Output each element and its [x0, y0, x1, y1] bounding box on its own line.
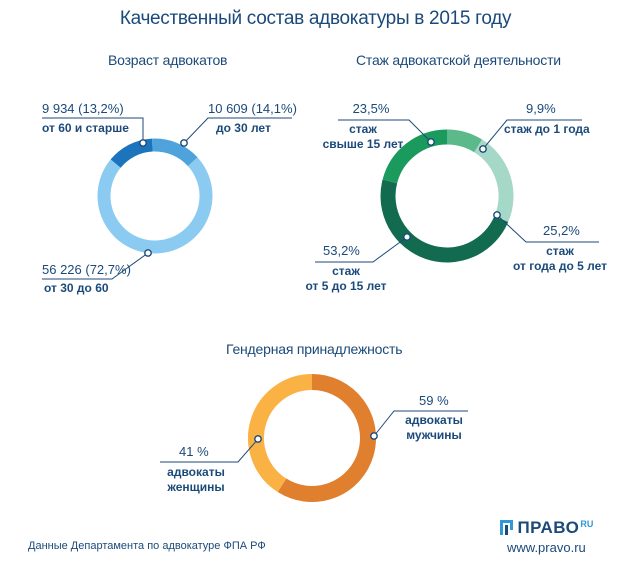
leader-age-under-30 — [183, 117, 292, 144]
label-exp-under-1-value: 9,9% — [526, 101, 556, 116]
age-chart-title: Возраст адвокатов — [108, 52, 228, 68]
label-men-category: адвокаты мужчины — [405, 413, 463, 442]
label-exp-5-15-category: стаж от 5 до 15 лет — [305, 264, 387, 293]
dot-age-under-30 — [180, 139, 188, 147]
slice-exp-15-plus — [382, 129, 448, 184]
experience-chart-title: Стаж адвокатской деятельности — [356, 52, 561, 68]
leader-dots — [139, 138, 501, 443]
label-women-value: 41 % — [179, 444, 209, 459]
leader-women — [160, 438, 259, 463]
gender-donut — [248, 374, 376, 502]
leader-age-30-60 — [42, 252, 149, 280]
leader-men — [373, 410, 468, 437]
leader-exp-5-15 — [315, 236, 408, 263]
label-exp-1-5-category: стаж от года до 5 лет — [512, 244, 608, 273]
label-exp-15-plus-category: стаж свыше 15 лет — [322, 122, 404, 151]
slice-exp-5-15 — [380, 179, 509, 263]
age-donut — [97, 138, 213, 254]
source-note: Данные Департамента по адвокатуре ФПА РФ — [28, 540, 266, 552]
dot-age-60-plus — [139, 139, 147, 147]
slice-women — [248, 374, 313, 493]
slice-exp-under-1 — [446, 129, 483, 153]
gender-chart-title: Гендерная принадлежность — [226, 341, 403, 357]
slice-age-30-60 — [97, 157, 213, 254]
slice-age-under-30 — [151, 138, 198, 167]
label-age-30-60-category: от 30 до 60 — [44, 281, 109, 295]
dot-exp-5-15 — [403, 233, 411, 241]
leader-exp-1-5 — [496, 214, 599, 243]
dot-exp-under-1 — [479, 145, 487, 153]
dot-exp-1-5 — [493, 211, 501, 219]
pravo-logo-word: ПРАВО — [517, 518, 580, 537]
label-exp-1-5-value: 25,2% — [543, 223, 580, 238]
dot-women — [254, 435, 262, 443]
dot-age-30-60 — [144, 249, 152, 257]
pravo-logo-ru: RU — [580, 518, 594, 529]
label-exp-15-plus-value: 23,5% — [352, 101, 390, 116]
pravo-url-link[interactable]: www.pravo.ru — [507, 540, 586, 555]
leader-exp-15-plus — [338, 119, 432, 143]
label-age-under-30-value: 10 609 (14,1%) — [208, 101, 297, 116]
label-exp-5-15-value: 53,2% — [323, 243, 360, 258]
dot-exp-15-plus — [427, 138, 435, 146]
slice-exp-1-5 — [473, 139, 514, 223]
label-exp-under-1-category: стаж до 1 года — [504, 122, 590, 136]
experience-donut — [380, 129, 514, 263]
label-women-category: адвокаты женщины — [167, 465, 225, 494]
label-age-60-plus-value: 9 934 (13,2%) — [42, 101, 124, 116]
leader-age-60-plus — [42, 117, 144, 143]
leader-exp-under-1 — [482, 119, 582, 150]
slice-age-60-plus — [110, 138, 153, 168]
label-age-60-plus-category: от 60 и старше — [42, 121, 129, 135]
pravo-logo: ПРАВОRU — [500, 518, 593, 538]
label-age-30-60-value: 56 226 (72,7%) — [42, 262, 131, 277]
dot-men — [370, 432, 378, 440]
slice-men — [277, 374, 376, 502]
pravo-logo-icon — [500, 520, 513, 535]
label-age-under-30-category: до 30 лет — [216, 121, 271, 135]
label-men-value: 59 % — [419, 393, 449, 408]
page-title: Качественный состав адвокатуры в 2015 го… — [119, 8, 512, 29]
leader-lines — [42, 117, 599, 463]
